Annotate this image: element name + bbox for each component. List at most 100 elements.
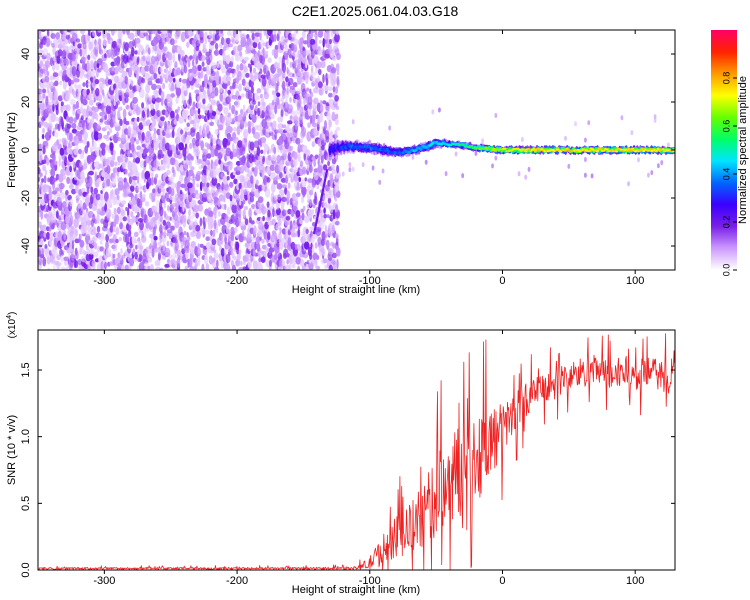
spectrogram-cell [217,139,223,146]
spectrogram-cell [210,99,216,106]
spectrogram-cell [187,215,191,223]
spectrogram-cell [299,114,303,125]
spectrogram-cell [200,140,204,151]
spectrogram-cell [161,181,166,186]
spectrogram-cell [45,139,49,149]
ridge-cell [602,149,606,152]
spectrogram-cell [88,170,94,176]
spectrogram-cell [494,113,498,119]
spectrogram-cell [104,112,107,120]
spectrogram-cell [229,162,233,171]
spectrogram-cell [39,230,45,239]
spectrogram-cell [251,32,256,41]
spectrogram-cell [47,267,50,270]
spectrogram-cell [257,50,261,58]
spectrogram-cell [281,71,286,79]
spectrogram-cell [137,218,144,223]
spectrogram-cell [166,169,171,175]
spectrogram-cell [284,264,290,270]
spectrogram-cell [64,155,68,163]
spectrogram-cell [112,108,116,118]
spectrogram-cell [220,172,224,179]
spectrogram-cell [93,131,100,141]
spectrogram-cell [145,55,152,62]
spectrogram-cell [527,166,531,172]
spectrogram-cell [334,33,340,43]
spectrogram-cell [69,80,75,85]
spectrogram-cell [110,66,115,74]
spectrogram-cell [257,155,264,162]
spectrogram-cell [171,129,175,139]
spectrogram-cell [227,136,234,142]
spectrogram-cell [254,131,261,140]
spectrogram-cell [110,83,114,91]
spectrogram-cell [294,166,298,175]
spectrogram-cell [113,134,118,141]
spectrogram-cell [59,147,65,156]
spectrogram-cell [118,106,123,111]
spectrogram-cell [236,64,240,72]
spectrogram-cell [299,106,304,114]
spectrogram-cell [305,71,310,80]
spectrogram-cell [170,157,176,166]
x-tick-label: -200 [226,575,248,587]
spectrogram-cell [194,246,199,256]
spectrogram-cell [231,203,237,214]
spectrogram-cell [104,172,111,182]
colorbar: 0.0 0.2 0.4 0.6 0.8 Normalized spectral ampl… [711,30,749,276]
spectrogram-cell [287,120,293,125]
spectrogram-cell [335,126,341,131]
spectrogram-cell [248,153,254,164]
spectrogram-cell [276,154,282,164]
spectrogram-cell [40,144,44,149]
spectrogram-cell [329,131,334,142]
spectrogram-cell [167,52,173,61]
spectrogram-cell [316,61,322,69]
spectrogram-cell [276,183,283,190]
spectrogram-cell [262,104,266,112]
spectrogram-cell [203,44,207,52]
spectrogram-cell [101,232,104,240]
spectrogram-cell [281,196,287,202]
spectrogram-cell [139,245,144,250]
spectrogram-cell [262,47,265,56]
spectrogram-cell [197,158,203,164]
spectrogram-cell [320,99,323,106]
spectrogram-cell [120,248,123,255]
ridge-cell [626,149,630,152]
spectrogram-cell [310,30,317,33]
spectrogram-cell [190,109,197,115]
spectrogram-cell [304,177,307,182]
spectrogram-cell [474,150,478,156]
spectrogram-cell [335,171,342,179]
spectrogram-cell [164,263,171,268]
spectrogram-cell [317,75,320,82]
spectrogram-cell [296,181,300,189]
spectrogram-cell [287,236,292,247]
spectrogram-cell [197,114,202,120]
spectrogram-cell [184,265,189,270]
spectrogram-cell [205,159,211,166]
spectrogram-cell [122,108,127,119]
spectrogram-cell [74,84,80,89]
spectrogram-cell [296,243,301,252]
spectrogram-cell [42,88,46,94]
spectrogram-cell [70,225,75,234]
spectrogram-cell [117,109,121,119]
spectrogram-cell [212,229,216,238]
spectrogram-cell [137,211,140,218]
spectrogram-cell [212,80,217,88]
spectrogram-cell [317,236,322,245]
spectrogram-cell [326,32,331,41]
spectrogram-cell [74,41,78,52]
spectrogram-cell [183,126,190,132]
spectrogram-cell [218,75,222,85]
spectrogram-cell [170,110,175,119]
spectrogram-cell [332,56,337,62]
colorbar-ticks: 0.0 0.2 0.4 0.6 0.8 [721,72,737,276]
spectrogram-cell [68,184,74,189]
spectrogram-cell [299,138,303,143]
spectrogram-cell [189,142,193,150]
spectrogram-cell [214,42,219,50]
spectrogram-cell [214,147,219,157]
